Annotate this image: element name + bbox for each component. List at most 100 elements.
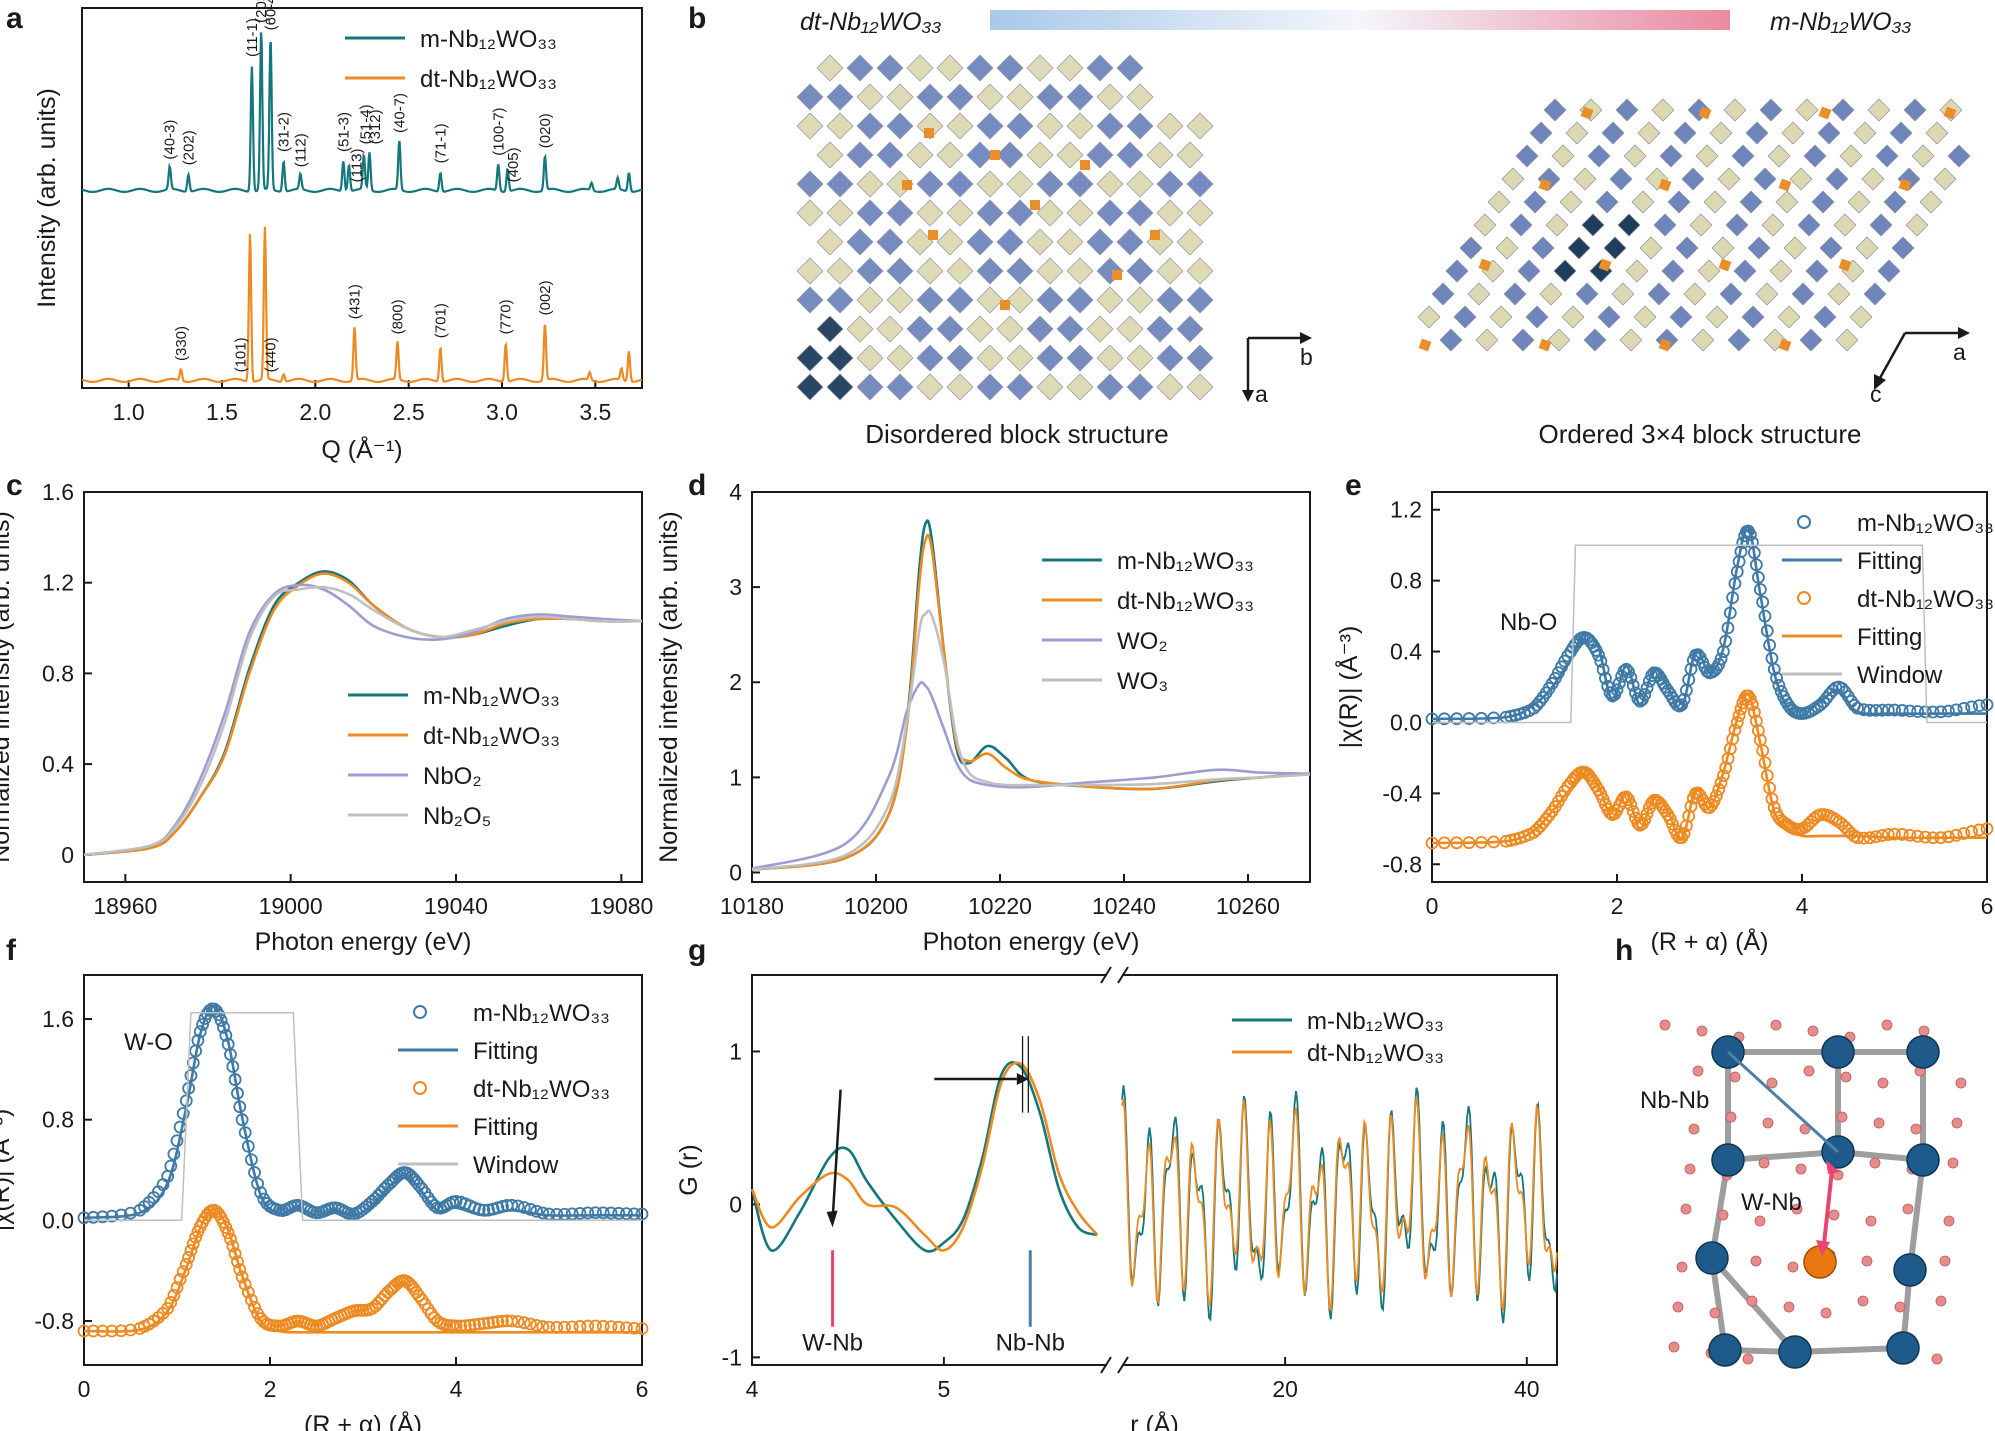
legend-label: dt-Nb₁₂WO₃₃ <box>423 723 560 750</box>
tetrahedral-site <box>1658 338 1672 352</box>
octahedron <box>1561 305 1585 329</box>
y-tick-label: 1.2 <box>42 570 74 596</box>
axis-break-mark <box>1100 966 1112 984</box>
tetrahedral-site <box>990 150 1000 160</box>
octahedron <box>856 170 884 198</box>
series-line <box>1431 525 1987 721</box>
octahedron <box>1445 259 1469 283</box>
octahedron <box>1863 282 1887 306</box>
x-tick-label: 2.5 <box>393 399 425 425</box>
octahedron <box>1066 286 1094 314</box>
octahedron <box>1775 190 1799 214</box>
y-tick-label: 1.2 <box>1390 497 1422 523</box>
oxygen-atom <box>1770 1019 1782 1031</box>
octahedron <box>1525 305 1549 329</box>
octahedron <box>1086 54 1114 82</box>
data-point <box>1949 703 1963 717</box>
octahedron <box>1567 236 1591 260</box>
octahedron <box>976 257 1004 285</box>
octahedron <box>1417 305 1441 329</box>
peak-label: (40-7) <box>391 93 408 133</box>
octahedron <box>1633 305 1657 329</box>
nb-atom <box>1695 1241 1729 1275</box>
peak-label: (203) <box>253 0 270 23</box>
y-tick-label: -0.8 <box>1382 851 1422 877</box>
x-tick-label: 19040 <box>424 893 488 919</box>
data-point <box>517 1201 531 1214</box>
oxygen-atom <box>1807 1025 1819 1037</box>
data-point <box>565 1207 579 1221</box>
oxygen-atom <box>1820 1307 1832 1319</box>
octahedron <box>1126 257 1154 285</box>
oxygen-atom <box>1696 1025 1708 1037</box>
octahedron <box>816 54 844 82</box>
data-point <box>627 1321 641 1335</box>
order-gradient-bar <box>990 10 1730 30</box>
octahedron <box>1156 286 1184 314</box>
octahedron <box>1096 373 1124 401</box>
data-point <box>1857 703 1871 717</box>
data-point <box>1895 828 1909 841</box>
data-point <box>472 1317 486 1331</box>
pdf-series-line-right <box>1121 1085 1558 1324</box>
octahedron <box>1453 305 1477 329</box>
disordered-block-structure <box>796 54 1214 401</box>
octahedron <box>1006 257 1034 285</box>
data-point <box>248 1300 261 1314</box>
x-tick-label: 18960 <box>93 893 157 919</box>
octahedron <box>1867 98 1891 122</box>
data-point <box>1881 703 1895 717</box>
tetrahedral-site <box>1718 258 1732 272</box>
oxygen-atom <box>1857 1295 1869 1307</box>
data-point <box>1875 703 1889 717</box>
octahedron <box>1096 344 1124 372</box>
plot-frame-c <box>83 491 643 883</box>
octahedron <box>1515 144 1539 168</box>
octahedron <box>1849 305 1873 329</box>
oxygen-atom <box>1881 1019 1893 1031</box>
x-tick-label: 1.0 <box>113 399 145 425</box>
octahedron <box>916 286 944 314</box>
octahedron <box>1126 286 1154 314</box>
data-point <box>427 1199 441 1212</box>
xrd-series-line <box>81 32 643 194</box>
octahedron <box>1026 315 1054 343</box>
b-axis-label-c: c <box>1870 381 1882 407</box>
tetrahedral-site <box>1778 178 1792 192</box>
octahedron <box>1617 213 1641 237</box>
octahedron <box>1919 190 1943 214</box>
octahedron <box>1086 141 1114 169</box>
octahedron <box>1066 112 1094 140</box>
peak-label: (770) <box>498 299 515 334</box>
data-point <box>241 1285 255 1299</box>
octahedron <box>1761 213 1785 237</box>
octahedron <box>1597 305 1621 329</box>
data-point <box>573 1206 587 1220</box>
data-point <box>620 1207 633 1221</box>
octahedron <box>976 170 1004 198</box>
octahedron <box>1559 190 1583 214</box>
octahedron <box>1747 236 1771 260</box>
octahedron <box>1176 228 1204 256</box>
oxygen-atom <box>1795 1163 1807 1175</box>
octahedron <box>1797 213 1821 237</box>
data-point <box>1533 820 1547 833</box>
octahedron <box>846 315 874 343</box>
panel-b: dt-Nb₁₂WO₃₃ m-Nb₁₂WO₃₃ b a a c Disordere… <box>796 8 1971 449</box>
octahedron <box>1036 257 1064 285</box>
legend-marker <box>1797 515 1811 529</box>
octahedron <box>1817 121 1841 145</box>
oxygen-atom <box>1717 1209 1729 1221</box>
panel-d-w-xanes-chart: 10180 10200 10220 10240 10260 0 1 2 3 4 Photon ene… <box>655 479 1311 956</box>
octahedron <box>976 373 1004 401</box>
octahedron <box>916 344 944 372</box>
legend-marker <box>1797 591 1811 605</box>
data-point <box>244 1293 258 1307</box>
peak-label: (101) <box>233 337 250 372</box>
y-tick-label: 0.8 <box>1390 568 1422 594</box>
octahedron <box>1026 228 1054 256</box>
peak-label: (405) <box>505 147 522 182</box>
x-axis-label: (R + α) (Å) <box>1651 926 1769 956</box>
octahedron <box>796 112 824 140</box>
